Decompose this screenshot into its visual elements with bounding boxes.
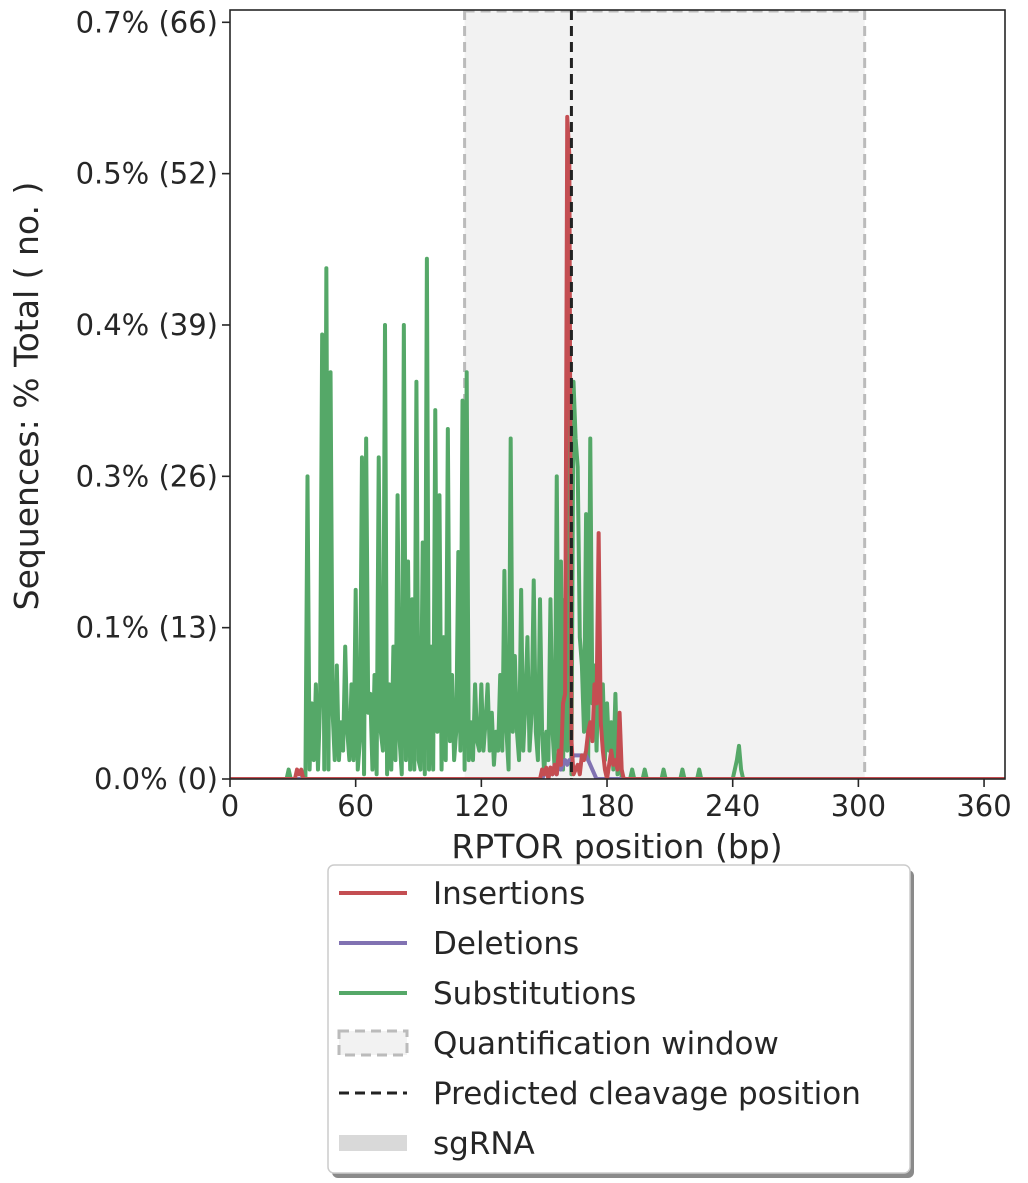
- x-tick-label: 360: [956, 789, 1011, 823]
- axes: 0 60 120 180 240 300 360 0.0% (0) 0.1% (13) 0.3% …: [76, 5, 1012, 823]
- y-tick-label: 0.5% (52): [76, 157, 218, 191]
- legend-label-sgrna: sgRNA: [433, 1126, 535, 1162]
- y-tick-label: 0.0% (0): [94, 762, 218, 796]
- y-tick-label: 0.4% (39): [76, 308, 218, 342]
- x-tick-label: 0: [221, 789, 239, 823]
- x-tick-label: 300: [831, 789, 886, 823]
- legend-swatch-quantification-window: [337, 1029, 409, 1057]
- legend-label-predicted-cleavage-position: Predicted cleavage position: [433, 1076, 861, 1112]
- legend-label-deletions: Deletions: [433, 926, 579, 962]
- series-line-insertions: [230, 114, 1005, 779]
- x-tick-label: 240: [705, 789, 760, 823]
- y-tick-label: 0.7% (66): [76, 5, 218, 39]
- y-tick-label: 0.1% (13): [76, 611, 218, 645]
- x-tick-label: 60: [337, 789, 374, 823]
- x-axis-title: RPTOR position (bp): [451, 827, 782, 866]
- legend: Insertions Deletions Substitutions Quantifi…: [327, 864, 914, 1178]
- x-tick-label: 180: [579, 789, 634, 823]
- x-tick-label: 120: [454, 789, 509, 823]
- y-tick-label: 0.3% (26): [76, 459, 218, 493]
- legend-label-substitutions: Substitutions: [433, 976, 636, 1012]
- legend-box: [327, 864, 911, 1174]
- y-axis-title: Sequences: % Total ( no. ): [7, 182, 46, 611]
- legend-label-quantification-window: Quantification window: [433, 1026, 779, 1062]
- legend-swatch-sgrna: [339, 1135, 407, 1151]
- series-group: [230, 114, 1005, 779]
- plot-area: [230, 9, 1005, 779]
- legend-label-insertions: Insertions: [433, 876, 585, 912]
- series-line-substitutions: [230, 256, 817, 779]
- plot-frame: [229, 9, 1006, 780]
